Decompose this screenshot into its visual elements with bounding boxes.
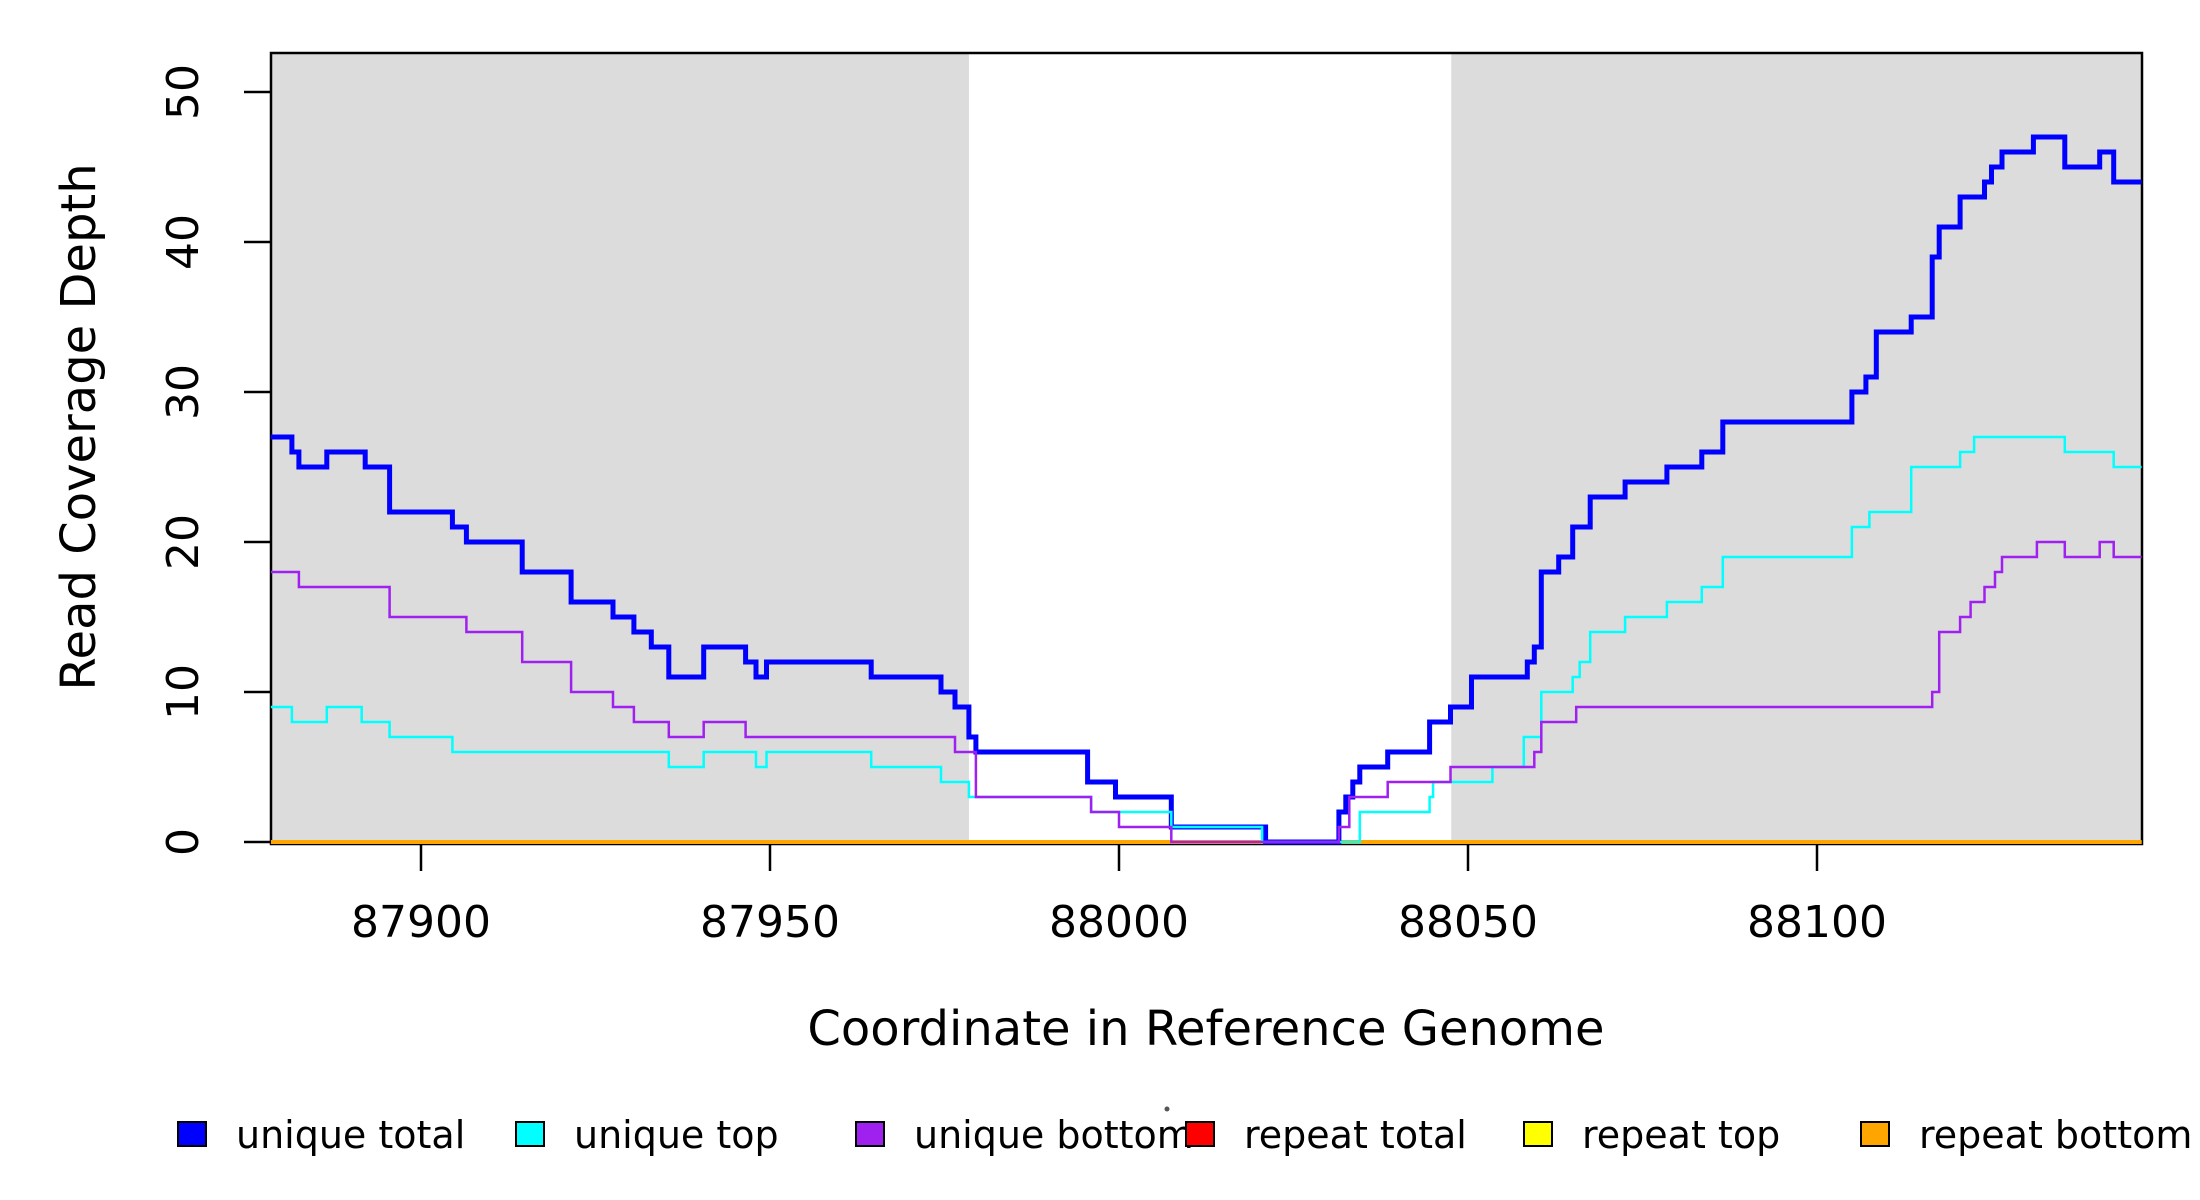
- legend-label-repeat-top: repeat top: [1582, 1113, 1780, 1157]
- x-axis: 87900 87950 88000 88050 88100: [351, 844, 1887, 948]
- y-axis: 0 10 20 30 40 50: [158, 64, 271, 856]
- legend-label-unique-total: unique total: [236, 1113, 465, 1157]
- left-repeat-region-band: [270, 54, 969, 843]
- series-line-unique-top: [270, 435, 2142, 844]
- stray-dot-artifact: [1164, 1106, 1170, 1112]
- legend-label-repeat-total: repeat total: [1244, 1113, 1467, 1157]
- y-axis-title: Read Coverage Depth: [51, 163, 107, 690]
- y-tick-label: 0: [158, 828, 209, 856]
- y-tick-label: 10: [158, 664, 209, 720]
- x-tick-label: 88100: [1747, 897, 1887, 948]
- y-tick-label: 50: [158, 64, 209, 120]
- y-tick-label: 20: [158, 514, 209, 570]
- x-tick-label: 88050: [1398, 897, 1538, 948]
- legend-swatch-unique-total: [177, 1121, 207, 1147]
- x-axis-title: Coordinate in Reference Genome: [807, 1001, 1604, 1057]
- x-tick-label: 87900: [351, 897, 491, 948]
- series-line-unique-total: [270, 134, 2142, 845]
- legend-swatch-repeat-bottom: [1860, 1121, 1890, 1147]
- legend-swatch-unique-top: [515, 1121, 545, 1147]
- legend: unique total unique top unique bottom repea…: [177, 1113, 2192, 1157]
- legend-swatch-repeat-total: [1185, 1121, 1215, 1147]
- y-tick-label: 30: [158, 364, 209, 420]
- x-tick-label: 88000: [1049, 897, 1189, 948]
- legend-label-unique-top: unique top: [574, 1113, 779, 1157]
- right-repeat-region-band: [1451, 54, 2142, 843]
- legend-label-repeat-bottom: repeat bottom: [1919, 1113, 2192, 1157]
- coverage-series-lines: [270, 134, 2142, 845]
- legend-label-unique-bottom: unique bottom: [914, 1113, 1194, 1157]
- y-tick-label: 40: [158, 214, 209, 270]
- x-tick-label: 87950: [700, 897, 840, 948]
- legend-swatch-repeat-top: [1523, 1121, 1553, 1147]
- legend-swatch-unique-bottom: [855, 1121, 885, 1147]
- series-line-unique-bottom: [270, 540, 2142, 844]
- repeat-region-shading: [270, 54, 2142, 843]
